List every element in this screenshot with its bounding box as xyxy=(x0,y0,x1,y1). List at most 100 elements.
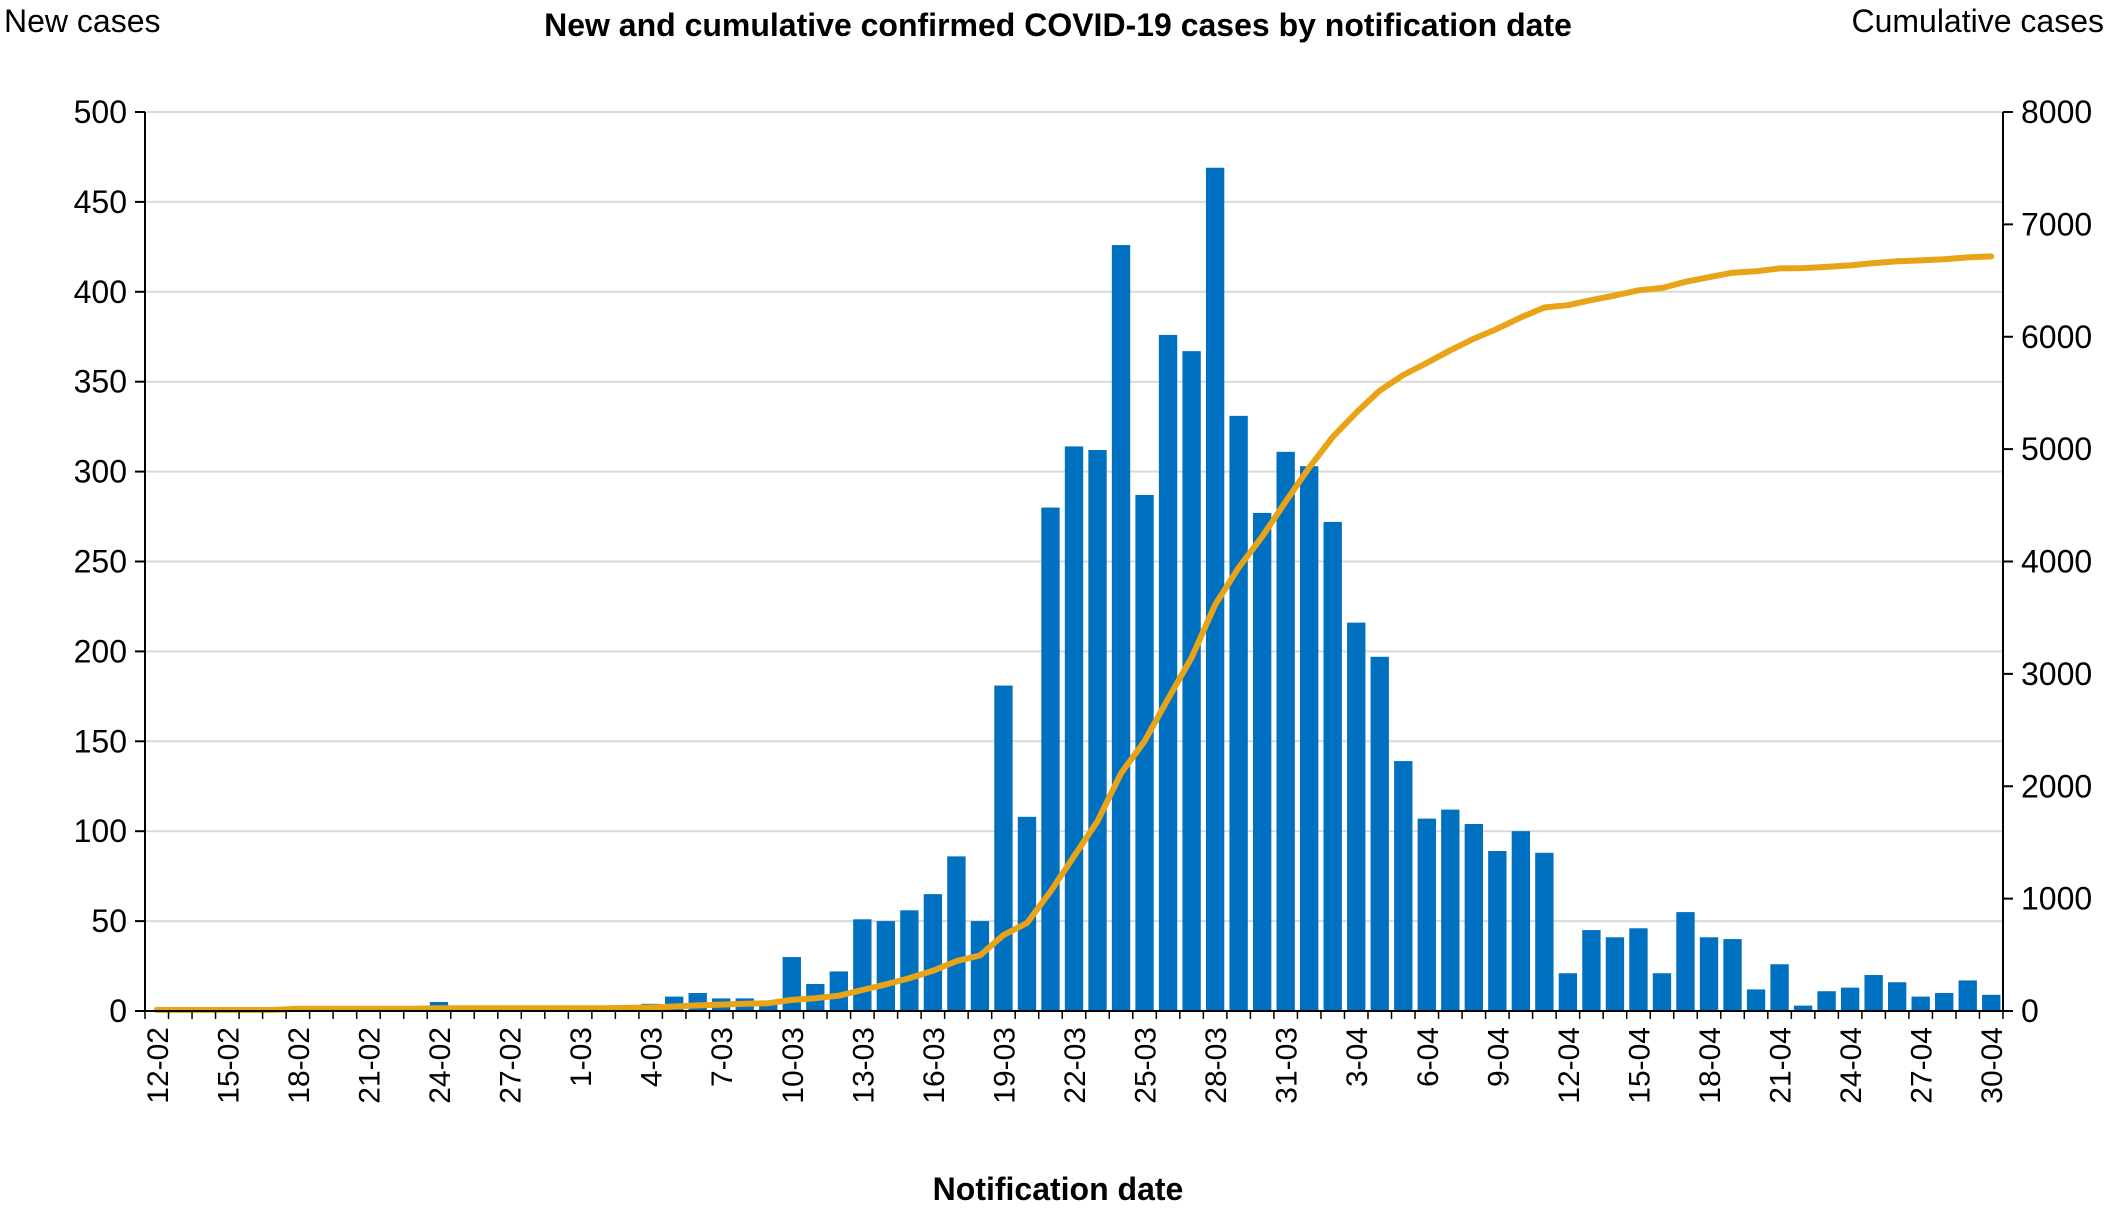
x-tick-label: 25-03 xyxy=(1130,1027,1163,1104)
bar xyxy=(1347,622,1366,1011)
x-tick-label: 10-03 xyxy=(777,1027,810,1104)
bar xyxy=(1887,982,1907,1011)
bar xyxy=(1958,980,1977,1011)
left-axis-title: New cases xyxy=(4,3,161,39)
line-series xyxy=(153,253,1995,1013)
bar xyxy=(1182,351,1201,1011)
bar xyxy=(1840,987,1860,1011)
left-tick-label: 0 xyxy=(109,993,127,1029)
x-tick-label: 30-04 xyxy=(1976,1027,2009,1104)
right-tick-label: 8000 xyxy=(2021,94,2092,130)
bar xyxy=(1205,167,1225,1011)
bar xyxy=(1605,937,1625,1011)
bar xyxy=(1017,816,1037,1011)
bar xyxy=(1441,809,1460,1011)
right-tick-label: 4000 xyxy=(2021,544,2092,580)
bar xyxy=(829,971,848,1011)
right-tick-label: 7000 xyxy=(2021,206,2092,242)
x-axis-title: Notification date xyxy=(933,1171,1184,1207)
bar xyxy=(1158,334,1178,1011)
bar xyxy=(1535,852,1554,1011)
x-tick-label: 18-04 xyxy=(1694,1027,1727,1104)
x-tick-label: 22-03 xyxy=(1059,1027,1092,1104)
left-tick-label: 250 xyxy=(74,544,127,580)
bar xyxy=(970,921,990,1011)
axes xyxy=(135,111,2013,1019)
bar xyxy=(1064,446,1084,1012)
left-tick-labels: 0 50 100 150 200 250 300 350 400 450 500 xyxy=(74,94,127,1029)
bar xyxy=(1558,973,1578,1011)
right-tick-label: 2000 xyxy=(2021,768,2092,804)
left-tick-label: 200 xyxy=(74,633,127,669)
x-tick-label: 18-02 xyxy=(283,1027,316,1104)
bar xyxy=(1582,930,1601,1011)
bar xyxy=(1723,939,1742,1011)
bar xyxy=(1699,937,1719,1011)
bar xyxy=(1276,451,1295,1011)
bar xyxy=(1793,1005,1813,1011)
x-tick-label: 7-03 xyxy=(706,1027,739,1087)
left-tick-label: 350 xyxy=(74,364,127,400)
bar xyxy=(1652,973,1672,1011)
left-tick-label: 300 xyxy=(74,454,127,490)
x-tick-label: 13-03 xyxy=(847,1027,880,1104)
x-tick-label: 6-04 xyxy=(1412,1027,1445,1087)
bar xyxy=(1982,994,2001,1011)
bar xyxy=(1817,991,1836,1011)
bar xyxy=(947,856,966,1011)
bar xyxy=(1088,450,1107,1011)
right-tick-label: 6000 xyxy=(2021,319,2092,355)
chart-title: New and cumulative confirmed COVID-19 ca… xyxy=(544,7,1572,43)
x-tick-label: 12-02 xyxy=(142,1027,175,1104)
bar xyxy=(759,1002,778,1011)
right-tick-label: 1000 xyxy=(2021,881,2092,917)
left-tick-label: 450 xyxy=(74,184,127,220)
bar xyxy=(1111,245,1131,1011)
bar xyxy=(1229,415,1248,1011)
left-tick-label: 100 xyxy=(74,813,127,849)
bar xyxy=(1511,831,1531,1011)
x-tick-labels: 12-02 15-02 18-02 21-02 24-02 27-02 1-03 4-03 7-… xyxy=(142,1027,2009,1104)
x-tick-label: 1-03 xyxy=(565,1027,598,1087)
right-axis-title: Cumulative cases xyxy=(1851,3,2104,39)
x-tick-label: 3-04 xyxy=(1341,1027,1374,1087)
bar-series xyxy=(288,167,2001,1012)
bar xyxy=(1394,761,1413,1011)
bar xyxy=(1135,494,1154,1011)
bar xyxy=(1323,521,1342,1011)
left-tick-label: 150 xyxy=(74,723,127,759)
bar xyxy=(900,910,919,1011)
left-tick-label: 50 xyxy=(91,903,127,939)
right-tick-label: 5000 xyxy=(2021,431,2092,467)
bar xyxy=(1746,989,1766,1011)
x-tick-label: 15-02 xyxy=(212,1027,245,1104)
bar xyxy=(1629,928,1648,1011)
x-tick-label: 4-03 xyxy=(636,1027,669,1087)
bar xyxy=(1300,466,1319,1011)
bar xyxy=(1041,507,1060,1011)
right-tick-label: 0 xyxy=(2021,993,2039,1029)
x-tick-label: 9-04 xyxy=(1482,1027,1515,1087)
bar xyxy=(1252,512,1272,1011)
x-tick-label: 19-03 xyxy=(988,1027,1021,1104)
bar xyxy=(1935,993,1954,1011)
bar xyxy=(1864,975,1883,1011)
cumulative-line xyxy=(153,253,1995,1013)
bar xyxy=(1417,818,1436,1011)
x-tick-label: 21-04 xyxy=(1765,1027,1798,1104)
x-tick-label: 24-02 xyxy=(424,1027,457,1104)
right-tick-label: 3000 xyxy=(2021,656,2092,692)
left-tick-label: 500 xyxy=(74,94,127,130)
x-tick-label: 12-04 xyxy=(1553,1027,1586,1104)
bar xyxy=(876,921,896,1011)
x-tick-label: 28-03 xyxy=(1200,1027,1233,1104)
x-tick-label: 27-04 xyxy=(1906,1027,1939,1104)
bar xyxy=(994,685,1013,1011)
x-tick-label: 31-03 xyxy=(1271,1027,1304,1104)
bar xyxy=(1770,964,1789,1011)
bar xyxy=(1488,850,1507,1011)
left-tick-label: 400 xyxy=(74,274,127,310)
x-tick-label: 15-04 xyxy=(1624,1027,1657,1104)
right-tick-labels: 0 1000 2000 3000 4000 5000 6000 7000 8000 xyxy=(2021,94,2092,1029)
